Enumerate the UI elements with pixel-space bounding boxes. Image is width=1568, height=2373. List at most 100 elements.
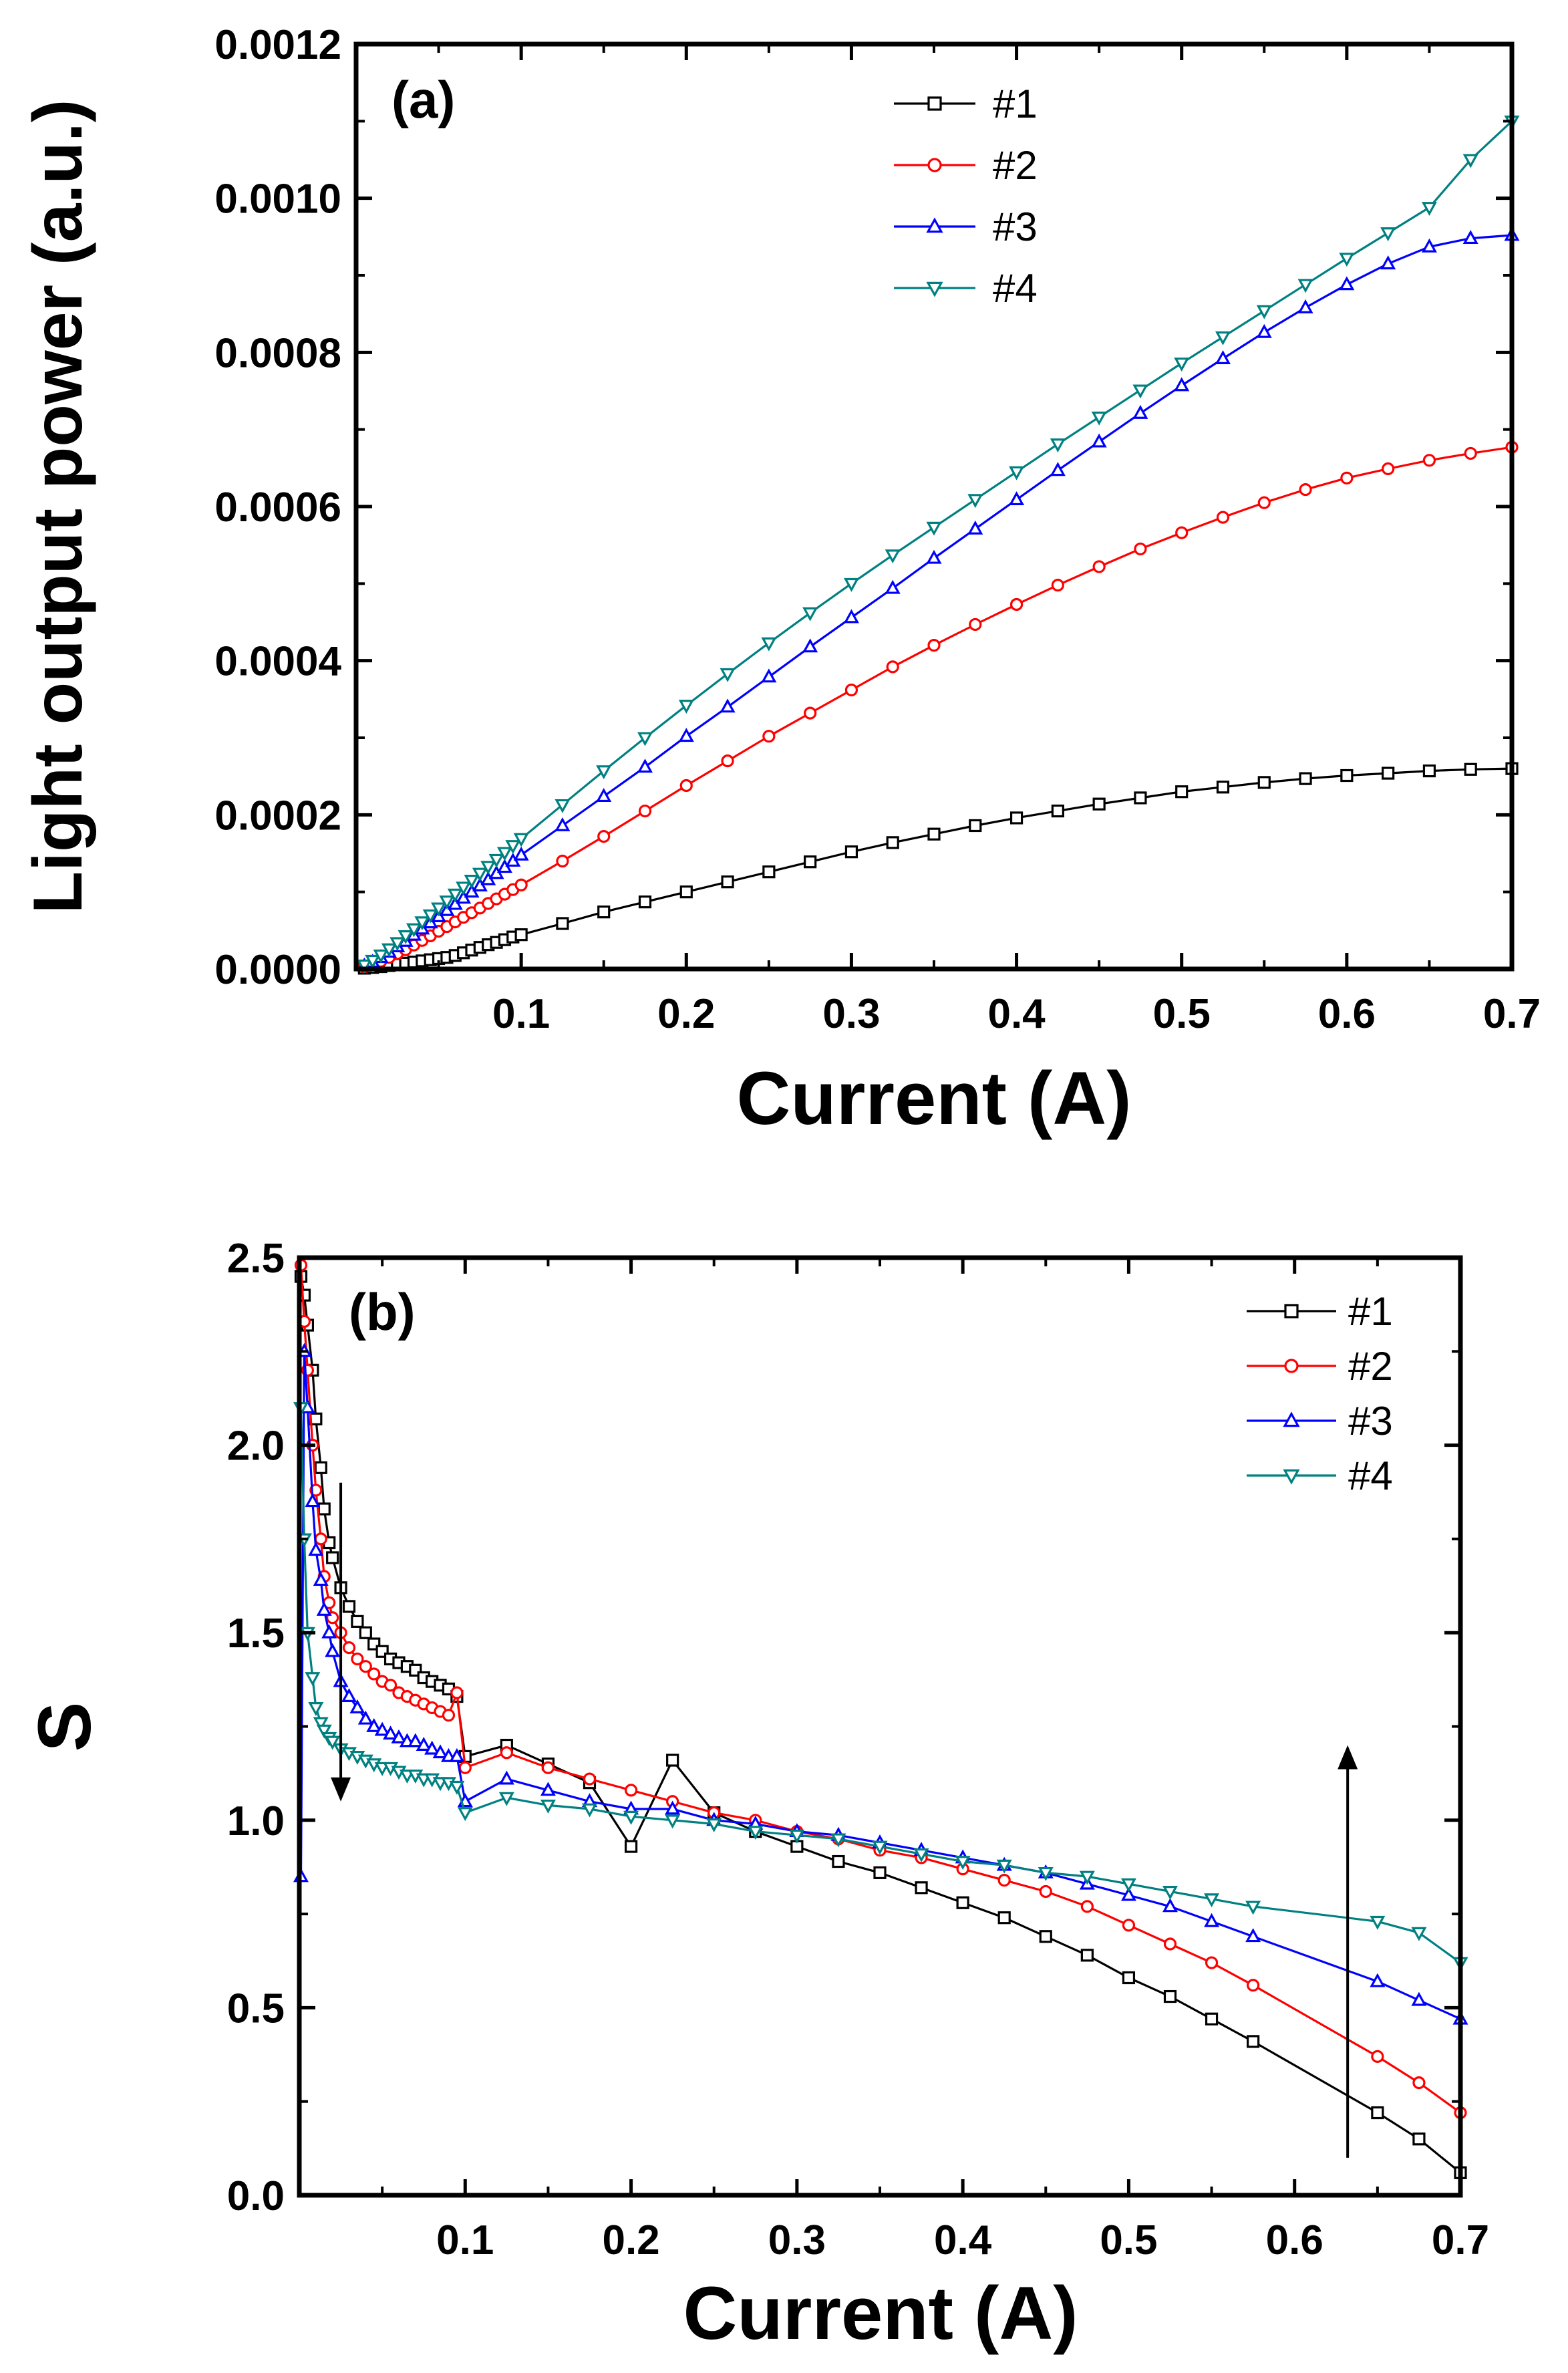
panel-b-series-3-point bbox=[313, 1572, 329, 1586]
panel-b-series-2-point bbox=[442, 1709, 456, 1722]
panel-a-series-4-point bbox=[678, 700, 694, 714]
panel-a-series-4-point bbox=[505, 840, 521, 854]
panel-a-ticks: 0.1 0.2 0.3 0.4 0.5 0.6 0.7 0.0000 0.0002 0.0004 0… bbox=[214, 22, 1541, 1037]
panel-b-series-4-point bbox=[872, 1840, 888, 1855]
panel-a-series-3-point bbox=[926, 549, 942, 564]
panel-a-series-4-point bbox=[637, 732, 653, 746]
panel-a-x-tick-label: 0.2 bbox=[657, 991, 715, 1037]
panel-a-series-3-point bbox=[761, 668, 777, 683]
panel-a-legend-marker bbox=[927, 96, 942, 111]
panel-a-series-2-point bbox=[1464, 446, 1477, 460]
panel-a-series-4-point bbox=[480, 861, 496, 875]
panel-b-series-4-point bbox=[1120, 1878, 1136, 1893]
panel-b-annotations bbox=[331, 1482, 1358, 2158]
panel-b-series-4-point bbox=[789, 1829, 805, 1844]
panel-a-y-tick-label: 0.0006 bbox=[214, 484, 341, 531]
panel-a-series-3-point bbox=[1297, 299, 1313, 313]
panel-b-series-1-point bbox=[832, 1854, 845, 1868]
panel-b-series-1-point bbox=[359, 1626, 372, 1639]
panel-b-series-2-point bbox=[359, 1660, 372, 1673]
panel-a-series-2-point bbox=[762, 730, 776, 743]
panel-b-series-4-point bbox=[748, 1826, 764, 1840]
panel-b-legend-item-2: #2 bbox=[1247, 1344, 1393, 1389]
panel-a-series-2-point bbox=[1175, 526, 1189, 539]
panel-a-legend-label: #3 bbox=[993, 204, 1038, 249]
panel-b-series-3-point bbox=[316, 1602, 332, 1616]
panel-a-series-3-point bbox=[720, 698, 736, 713]
panel-a-legend-label: #1 bbox=[993, 82, 1038, 126]
panel-b-series-2-point bbox=[500, 1746, 513, 1760]
panel-a-y-tick-label: 0.0004 bbox=[214, 639, 341, 685]
panel-b-series-3-point bbox=[357, 1710, 373, 1725]
panel-a-series-2-point bbox=[1216, 511, 1230, 524]
panel-b-series-4-point bbox=[706, 1818, 722, 1832]
panel-b-series-2-point bbox=[624, 1784, 638, 1797]
panel-a-series-2-point bbox=[804, 706, 817, 720]
panel-a-series-2-point bbox=[556, 854, 569, 868]
panel-a-series-1-point bbox=[844, 845, 858, 859]
panel-b-series-1-point bbox=[624, 1840, 638, 1853]
panel-b-series-2-point bbox=[1205, 1956, 1219, 1969]
panel-b-series-4-point bbox=[1079, 1870, 1095, 1885]
panel-b-series-1-point bbox=[1371, 2106, 1384, 2120]
panel-a-series-4-point bbox=[1132, 384, 1148, 399]
panel-b-series-4-point bbox=[1411, 1927, 1427, 1941]
panel-a-series-4-point bbox=[802, 607, 818, 621]
panel-a-series-4-point bbox=[365, 954, 381, 969]
panel-b-legend-marker bbox=[1283, 1411, 1300, 1427]
panel-b-series-4-point bbox=[996, 1859, 1012, 1874]
panel-b-series-3-point bbox=[341, 1688, 357, 1703]
panel-a-series-3-point bbox=[1091, 433, 1107, 448]
panel-a-series-4-point bbox=[1421, 202, 1437, 217]
panel-a-series-4-point bbox=[1174, 358, 1190, 372]
panel-b-series-1-point bbox=[351, 1615, 364, 1628]
panel-b-series-4-point bbox=[316, 1724, 332, 1739]
panel-b-series-4-point bbox=[1162, 1886, 1179, 1900]
panel-a-series-3-point bbox=[967, 520, 983, 535]
panel-a-series-1-point bbox=[721, 875, 734, 889]
panel-b-x-tick-label: 0.3 bbox=[768, 2217, 826, 2263]
panel-a-series-4-point bbox=[381, 943, 397, 958]
panel-b-series-4-point bbox=[830, 1833, 846, 1848]
panel-a-series-4-point bbox=[422, 909, 438, 924]
panel-a-series-4-point bbox=[926, 521, 942, 536]
panel-a-series-4-point bbox=[496, 847, 512, 861]
panel-a-series-3-point bbox=[1174, 377, 1190, 392]
panel-b-x-tick-label: 0.7 bbox=[1432, 2217, 1489, 2263]
panel-b-series-2-point bbox=[351, 1652, 364, 1666]
panel-b-legend-label: #4 bbox=[1348, 1453, 1393, 1498]
panel-b-series-3-point bbox=[1162, 1898, 1179, 1913]
panel-a-series-4-point bbox=[414, 916, 430, 931]
panel-a-series-1-point bbox=[804, 855, 817, 869]
panel-b-y-axis-label: S bbox=[23, 1702, 106, 1752]
panel-b-series-3-point bbox=[432, 1744, 448, 1759]
panel-a-x-tick-label: 0.6 bbox=[1318, 991, 1376, 1037]
panel-b-series-2-point bbox=[1412, 2076, 1426, 2090]
panel-a-x-tick-label: 0.5 bbox=[1153, 991, 1211, 1037]
panel-b-series-3-point bbox=[321, 1624, 337, 1639]
panel-a-x-tick-label: 0.7 bbox=[1483, 991, 1541, 1037]
panel-b-series-2-point bbox=[1080, 1900, 1094, 1913]
panel-b-y-tick-label: 2.5 bbox=[227, 1236, 285, 1282]
panel-a-series-3-point bbox=[1050, 462, 1066, 476]
panel-a-series-1-point bbox=[927, 827, 941, 841]
panel-b-series-2-point bbox=[997, 1873, 1011, 1887]
panel-a-series-3-point bbox=[802, 638, 818, 653]
panel-a-series-2-point bbox=[514, 878, 528, 891]
panel-a-series-2-point bbox=[638, 804, 652, 818]
panel-b-series-4-point bbox=[665, 1814, 681, 1829]
panel-a-series-4-point bbox=[761, 637, 777, 652]
panel-a-series-3-point bbox=[1215, 350, 1231, 364]
panel-b-y-tick-label: 2.0 bbox=[227, 1423, 285, 1470]
panel-b-series-4-point bbox=[1038, 1866, 1054, 1881]
panel-a-series-1-point bbox=[1092, 797, 1106, 811]
panel-a-series-3-point bbox=[1462, 230, 1478, 245]
panel-a-x-tick-label: 0.1 bbox=[492, 991, 550, 1037]
panel-b-x-axis-label: Current (A) bbox=[683, 2271, 1078, 2355]
panel-b-series-2-point bbox=[1122, 1919, 1136, 1932]
panel-b-series-2-point bbox=[1247, 1979, 1260, 1992]
panel-b-x-tick-label: 0.1 bbox=[436, 2217, 494, 2263]
panel-a-series-4-point bbox=[513, 833, 529, 847]
panel-a-series-4-point bbox=[1091, 411, 1107, 426]
panel-b-legend-item-4: #4 bbox=[1247, 1453, 1393, 1498]
